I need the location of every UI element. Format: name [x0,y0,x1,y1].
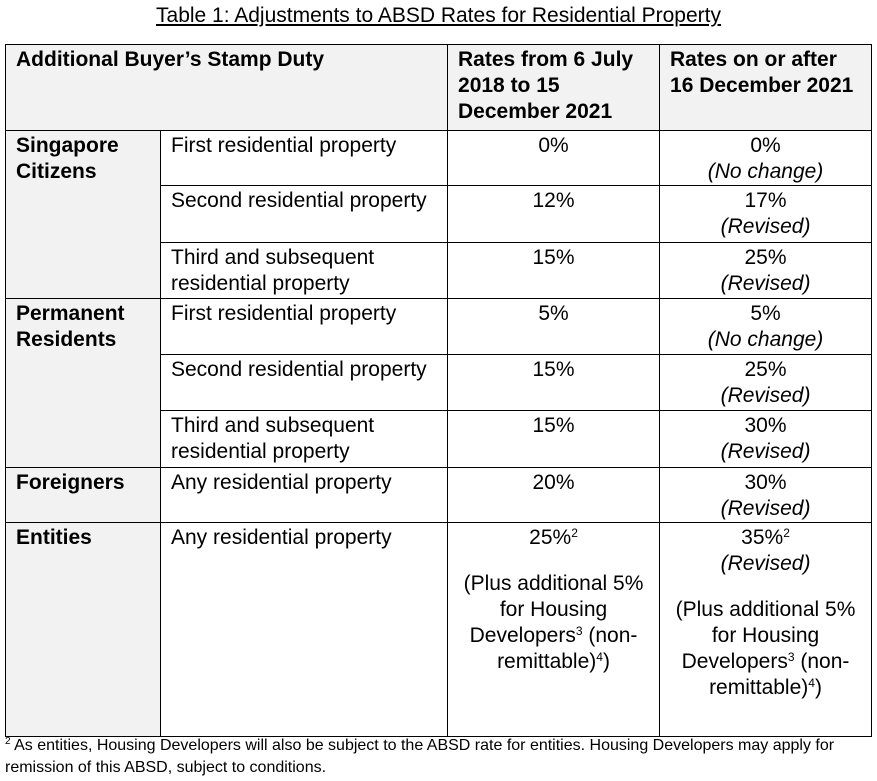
rate-note: (Revised) [720,384,811,407]
property-type: Third and subsequent residential propert… [159,410,449,468]
new-rate: 25% [744,246,787,269]
table-row: Permanent Residents First residential pr… [5,298,873,468]
old-rate: 5% [447,298,661,355]
old-rate: 12% [447,185,661,243]
group-label: Permanent Residents [5,298,161,468]
new-rate-cell: 0% (No change) [659,130,873,186]
group-label: Singapore Citizens [5,130,161,299]
new-rate-cell: 5% (No change) [659,298,873,355]
rate-note: (Revised) [720,215,811,238]
property-type: Third and subsequent residential propert… [159,242,449,299]
table-row: Singapore Citizens First residential pro… [5,130,873,299]
new-rate: 35% [741,526,784,549]
developer-surcharge-note: (Plus additional 5% for Housing Develope… [463,572,644,673]
old-rate: 25% [529,526,572,549]
group-label: Foreigners [5,467,161,523]
new-rate-cell: 17% (Revised) [659,185,873,243]
new-rate-cell: 25% (Revised) [659,354,873,411]
property-type: Any residential property [159,467,449,523]
header-old-rates: Rates from 6 July 2018 to 15 December 20… [447,44,661,131]
property-type: Any residential property [159,522,449,737]
developer-surcharge-note: (Plus additional 5% for Housing Develope… [675,598,856,699]
rate-note: (No change) [707,160,824,183]
rate-note: (Revised) [720,497,811,520]
table-title: Table 1: Adjustments to ABSD Rates for R… [156,4,721,27]
table-row: Foreigners Any residential property 20% … [5,467,873,523]
new-rate-cell: 30% (Revised) [659,410,873,468]
new-rate: 5% [750,302,781,325]
footnote: 2 As entities, Housing Developers will a… [5,735,871,779]
footnote-ref: 2 [571,526,578,540]
header-new-rates: Rates on or after 16 December 2021 [659,44,873,131]
old-rate: 15% [447,410,661,468]
header-absd: Additional Buyer’s Stamp Duty [4,44,449,131]
new-rate: 17% [744,189,787,212]
new-rate: 25% [744,358,787,381]
property-type: First residential property [159,298,449,355]
table-row: Second residential property 12% 17% (Revi… [6,185,873,243]
footnote-mark: 2 [5,736,11,747]
new-rate-cell: 25% (Revised) [659,242,873,299]
footnote-text: As entities, Housing Developers will als… [5,737,835,776]
old-rate-cell: 25%2 (Plus additional 5% for Housing Dev… [447,522,661,737]
property-type: Second residential property [159,354,449,411]
table-row: Third and subsequent residential propert… [6,242,873,299]
table-row: Second residential property 15% 25% (Revi… [6,354,873,411]
footnote-ref: 2 [783,526,790,540]
property-type: First residential property [159,130,449,186]
new-rate: 30% [744,471,787,494]
new-rate-cell: 35%2 (Revised) (Plus additional 5% for H… [659,522,873,737]
rate-note: (No change) [707,328,824,351]
old-rate: 15% [447,242,661,299]
group-label: Entities [5,522,161,737]
property-type: Second residential property [159,185,449,243]
rate-note: (Revised) [720,272,811,295]
header-row: Additional Buyer’s Stamp Duty Rates from… [4,44,873,131]
rate-note: (Revised) [720,440,811,463]
absd-rates-table: Additional Buyer’s Stamp Duty Rates from… [4,44,873,737]
rate-note: (Revised) [720,552,811,575]
new-rate-cell: 30% (Revised) [659,467,873,523]
old-rate: 0% [447,130,661,186]
new-rate: 0% [750,134,781,157]
old-rate: 15% [447,354,661,411]
table-row: Third and subsequent residential propert… [6,410,873,468]
table-row: Entities Any residential property 25%2 (… [5,522,873,737]
old-rate: 20% [447,467,661,523]
new-rate: 30% [744,414,787,437]
